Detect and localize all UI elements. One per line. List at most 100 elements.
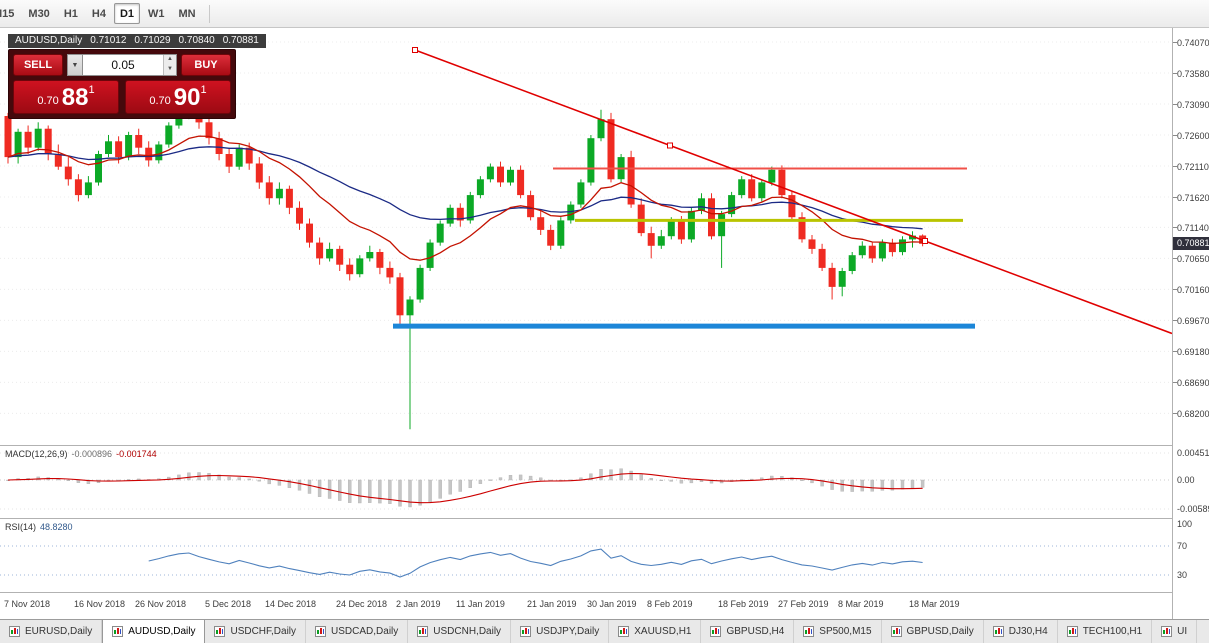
- date-axis-label: 14 Dec 2018: [265, 599, 317, 609]
- ohlc-readout: AUDUSD,Daily 0.71012 0.71029 0.70840 0.7…: [8, 34, 266, 48]
- macd-indicator-panel[interactable]: MACD(12,26,9) -0.000896 -0.001744: [0, 445, 1172, 518]
- timeframe-m15[interactable]: M15: [0, 8, 15, 20]
- tab-label: USDCHF,Daily: [230, 626, 297, 637]
- tab-xauusd-h1[interactable]: XAUUSD,H1: [609, 620, 702, 643]
- timeframe-w1[interactable]: W1: [148, 8, 165, 20]
- buy-button[interactable]: BUY: [181, 54, 231, 76]
- tab-audusd-daily[interactable]: AUDUSD,Daily: [102, 620, 206, 643]
- price-scale-label: 0.68200: [1177, 409, 1209, 420]
- volume-up-button[interactable]: ▲: [164, 55, 176, 65]
- trendline-handle[interactable]: [667, 142, 673, 149]
- bid-price-prefix: 0.70: [37, 95, 59, 107]
- chart-tab-icon: [890, 626, 902, 637]
- volume-down-button[interactable]: ▼: [164, 65, 176, 75]
- tab-label: GBPUSD,Daily: [906, 626, 974, 637]
- volume-stepper: ▲ ▼: [163, 55, 176, 75]
- bid-price-sup: 1: [88, 84, 95, 96]
- bid-price-tile[interactable]: 0.70 88 1: [13, 80, 119, 114]
- macd-scale-label: 0.00451: [1177, 448, 1209, 458]
- ask-price-sup: 1: [200, 84, 207, 96]
- tab-dj30-h4[interactable]: DJ30,H4: [984, 620, 1058, 643]
- tab-tech100-h1[interactable]: TECH100,H1: [1058, 620, 1153, 643]
- main-chart-panel[interactable]: AUDUSD,Daily 0.71012 0.71029 0.70840 0.7…: [0, 28, 1172, 445]
- symbol-period-label: AUDUSD,Daily: [15, 35, 83, 46]
- one-click-trade-panel: SELL ▼ 0.05 ▲ ▼ BUY 0.70 88 1: [8, 49, 236, 119]
- ask-price-big: 90: [173, 84, 201, 111]
- ask-price-tile[interactable]: 0.70 90 1: [125, 80, 231, 114]
- date-axis-label: 8 Mar 2019: [838, 599, 884, 609]
- chart-tab-icon: [417, 626, 429, 637]
- tab-label: EURUSD,Daily: [25, 626, 93, 637]
- tab-eurusd-daily[interactable]: EURUSD,Daily: [0, 620, 103, 643]
- price-scale-tick: [1173, 104, 1177, 105]
- trendline-handle[interactable]: [922, 238, 928, 244]
- macd-signal-line: [7, 472, 923, 504]
- chart-tabs-bar: EURUSD,Daily AUDUSD,Daily USDCHF,Daily USDC…: [0, 619, 1209, 643]
- grid-lines: [0, 41, 1172, 414]
- price-scale-tick: [1173, 135, 1177, 136]
- volume-dropdown-button[interactable]: ▼: [67, 54, 82, 76]
- macd-canvas[interactable]: [0, 446, 1172, 518]
- main-chart-canvas[interactable]: [0, 28, 1172, 445]
- ma-slow-line: [7, 146, 923, 230]
- rsi-indicator-panel[interactable]: RSI(14) 48.8280: [0, 518, 1172, 592]
- tab-sp500-m15[interactable]: SP500,M15: [794, 620, 882, 643]
- tab-usdchf-daily[interactable]: USDCHF,Daily: [205, 620, 307, 643]
- timeframe-d1[interactable]: D1: [113, 3, 140, 24]
- chart-tab-icon: [710, 626, 722, 637]
- price-scale-tick: [1173, 73, 1177, 74]
- tab-gbpusd-h4[interactable]: GBPUSD,H4: [701, 620, 795, 643]
- chart-objects-layer[interactable]: [393, 47, 1172, 335]
- tab-label: USDJPY,Daily: [536, 626, 600, 637]
- tab-label: XAUUSD,H1: [634, 626, 692, 637]
- volume-field[interactable]: 0.05 ▲ ▼: [82, 54, 177, 76]
- price-scale-label: 0.71620: [1177, 193, 1209, 203]
- moving-averages-layer: [7, 135, 923, 261]
- timeframe-h1[interactable]: H1: [63, 8, 78, 20]
- tab-usdcnh-daily[interactable]: USDCNH,Daily: [408, 620, 512, 643]
- tab-label: AUDUSD,Daily: [128, 626, 196, 637]
- timeframe-m30[interactable]: M30: [28, 8, 50, 20]
- date-axis[interactable]: 7 Nov 2018 16 Nov 2018 26 Nov 2018 5 Dec 20…: [0, 592, 1172, 619]
- price-scale-tick: [1173, 413, 1177, 414]
- chart-tab-icon: [9, 626, 20, 637]
- price-scale-label: 0.73090: [1177, 100, 1209, 110]
- date-axis-label: 5 Dec 2018: [205, 599, 252, 609]
- price-scale-tick: [1173, 42, 1177, 43]
- sell-button[interactable]: SELL: [13, 54, 63, 76]
- price-scale-label: 0.70650: [1177, 254, 1209, 265]
- arrow-down-icon: ▼: [167, 66, 173, 72]
- rsi-scale-label: 100: [1177, 519, 1193, 530]
- timeframe-mn[interactable]: MN: [178, 8, 196, 20]
- price-scale-label: 0.70160: [1177, 285, 1209, 296]
- ask-price-prefix: 0.70: [149, 95, 171, 107]
- trendline-handle[interactable]: [412, 47, 418, 53]
- price-scale-tick: [1173, 258, 1177, 259]
- macd-scale-label: -0.00589: [1177, 504, 1209, 514]
- tab-label: DJ30,H4: [1008, 626, 1048, 637]
- ohlc-open: 0.71012: [90, 35, 127, 46]
- tab-usdcad-daily[interactable]: USDCAD,Daily: [306, 620, 409, 643]
- rsi-scale-label: 70: [1177, 541, 1188, 551]
- price-scale-label: 0.69670: [1177, 316, 1209, 327]
- price-scale-label: 0.74070: [1177, 38, 1209, 48]
- price-scale[interactable]: 0.70881 0.74070 0.73580 0.73090 0.72600 0.72…: [1172, 28, 1209, 619]
- arrow-up-icon: ▲: [167, 56, 173, 62]
- date-axis-label: 11 Jan 2019: [456, 599, 505, 609]
- chart-tab-icon: [315, 626, 327, 637]
- ohlc-low: 0.70840: [178, 35, 215, 46]
- tab-label: UI: [1177, 626, 1188, 637]
- date-axis-label: 26 Nov 2018: [135, 599, 187, 609]
- tab-label: USDCNH,Daily: [433, 626, 502, 637]
- rsi-canvas[interactable]: [0, 519, 1172, 592]
- timeframe-buttons: M15 M30 H1 H4 D1 W1 MN: [0, 3, 204, 24]
- price-scale-label: 0.68690: [1177, 378, 1209, 389]
- timeframe-h4[interactable]: H4: [91, 8, 106, 20]
- descending-trendline[interactable]: [414, 49, 1172, 335]
- price-scale-label: 0.71140: [1177, 223, 1209, 234]
- tab-gbpusd-daily[interactable]: GBPUSD,Daily: [882, 620, 984, 643]
- volume-value[interactable]: 0.05: [111, 58, 135, 72]
- tab-ui[interactable]: UI: [1152, 620, 1198, 643]
- tab-usdjpy-daily[interactable]: USDJPY,Daily: [511, 620, 610, 643]
- price-scale-label: 0.72110: [1177, 162, 1209, 172]
